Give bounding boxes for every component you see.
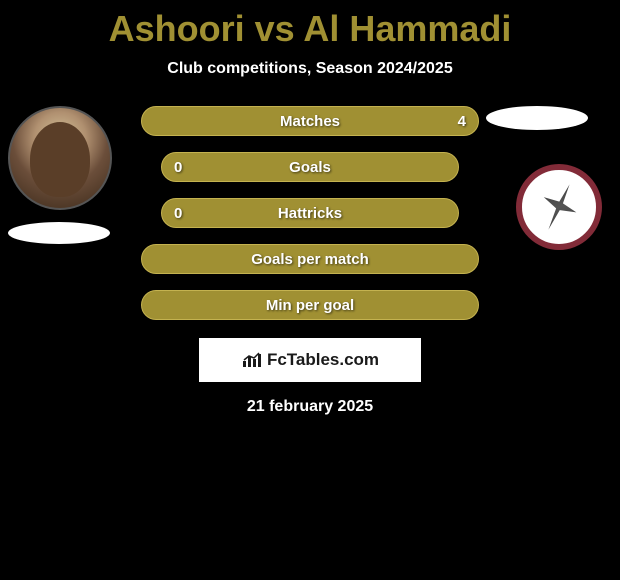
branding-box: FcTables.com [199, 338, 421, 382]
avatar-face [30, 122, 90, 197]
stat-label: Matches [280, 113, 340, 130]
stat-label: Hattricks [278, 205, 342, 222]
stat-label: Min per goal [266, 297, 354, 314]
page-title: Ashoori vs Al Hammadi [0, 0, 620, 50]
player-left-label-ellipse [8, 222, 110, 244]
player-left-avatar [8, 106, 112, 210]
stat-right-value: 4 [458, 113, 466, 130]
player-right-label-ellipse [486, 106, 588, 130]
page-subtitle: Club competitions, Season 2024/2025 [0, 60, 620, 78]
stat-bar-goals-per-match: Goals per match [141, 244, 479, 274]
club-badge-emblem [530, 176, 587, 238]
stat-left-value: 0 [174, 159, 182, 176]
date-text: 21 february 2025 [0, 398, 620, 416]
stat-label: Goals per match [251, 251, 369, 268]
player-right-panel [516, 164, 602, 250]
player-right-club-badge [516, 164, 602, 250]
stat-bar-min-per-goal: Min per goal [141, 290, 479, 320]
stat-bar-matches: Matches 4 [141, 106, 479, 136]
content-area: Matches 4 0 Goals 0 Hattricks Goals per … [0, 106, 620, 416]
chart-icon [241, 351, 263, 369]
stat-label: Goals [289, 159, 331, 176]
stat-bar-hattricks: 0 Hattricks [161, 198, 459, 228]
player-left-panel [8, 106, 112, 244]
stats-column: Matches 4 0 Goals 0 Hattricks Goals per … [141, 106, 479, 320]
stat-left-value: 0 [174, 205, 182, 222]
stat-bar-goals: 0 Goals [161, 152, 459, 182]
branding-text: FcTables.com [267, 350, 379, 370]
